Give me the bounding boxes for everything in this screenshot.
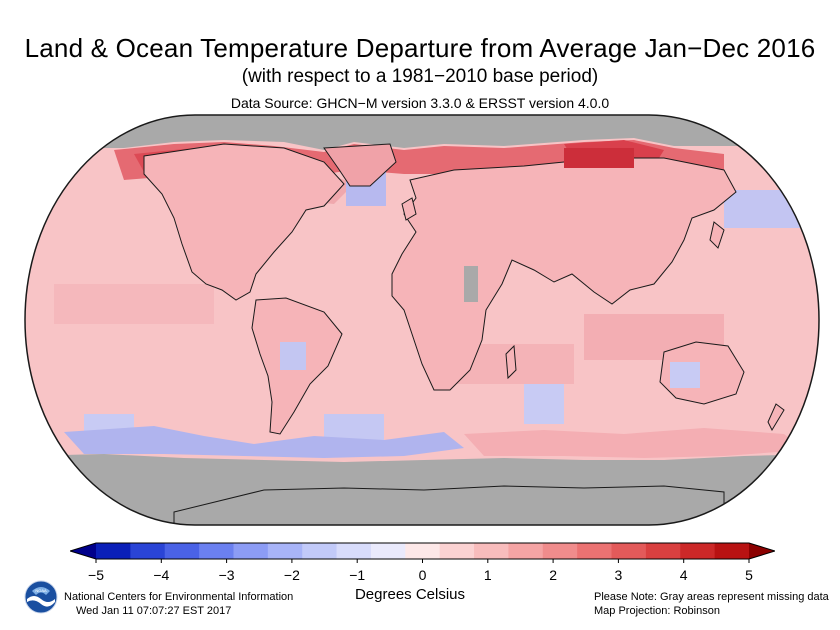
org-name: National Centers for Environmental Infor… [64, 591, 294, 603]
madagascar [505, 344, 517, 380]
great-britain [401, 197, 417, 221]
warm-band-southern-ocean [464, 428, 804, 458]
scale-cell [233, 543, 269, 559]
scale-tick-label: 0 [418, 567, 427, 583]
scale-cell [645, 543, 681, 559]
scale-tick-label: −2 [283, 567, 300, 583]
data-source-label: Data Source: GHCN−M version 3.3.0 & ERSS… [230, 95, 610, 111]
missing-data-central-africa [464, 266, 478, 302]
north-america [143, 143, 345, 301]
color-scale-ticks [95, 559, 750, 563]
africa-europe-asia [391, 157, 737, 391]
svg-text:NOAA: NOAA [35, 588, 47, 593]
noaa-logo-icon: NOAA [24, 580, 58, 614]
antarctica-coast [173, 485, 725, 525]
scale-tick-label: −4 [153, 567, 170, 583]
new-zealand [767, 403, 785, 432]
scale-cell [474, 543, 509, 559]
world-temperature-map [24, 114, 820, 526]
missing-data-arctic [25, 115, 819, 150]
cool-patch-south-indian [524, 384, 564, 424]
map-frame [24, 114, 820, 526]
cool-band-southern-ocean [64, 426, 464, 458]
units-label: Degrees Celsius [354, 586, 466, 603]
scale-cell [714, 543, 750, 559]
map-subtitle: (with respect to a 1981−2010 base period… [241, 66, 599, 87]
cool-patch-australia [670, 362, 700, 388]
missing-data-note: Please Note: Gray areas represent missin… [594, 591, 829, 603]
scale-tick-label: 5 [745, 567, 753, 583]
scale-cell [577, 543, 613, 559]
scale-tick-label: −1 [349, 567, 366, 583]
scale-cell [199, 543, 234, 559]
scale-cell [302, 543, 338, 559]
scale-cell [96, 543, 131, 559]
scale-cell [267, 543, 303, 559]
japan [709, 221, 725, 249]
australia [659, 341, 745, 405]
warm-patch-arctic-russia [564, 148, 634, 168]
scale-cell [439, 543, 475, 559]
color-scale-cells [70, 542, 775, 560]
greenland [323, 143, 397, 187]
scale-cell [130, 543, 166, 559]
scale-arrow-min [70, 543, 96, 559]
generated-date: Wed Jan 11 07:07:27 EST 2017 [76, 605, 232, 617]
scale-cell [542, 543, 578, 559]
scale-cell [611, 543, 647, 559]
scale-cell [508, 543, 544, 559]
scale-cell [336, 543, 372, 559]
scale-cell [405, 543, 441, 559]
warm-band-east-pacific [54, 284, 214, 324]
scale-cell [164, 543, 200, 559]
scale-tick-label: 3 [614, 567, 623, 583]
scale-arrow-max [749, 543, 775, 559]
map-title: Land & Ocean Temperature Departure from … [24, 33, 816, 63]
scale-tick-label: −3 [218, 567, 235, 583]
projection-label: Map Projection: Robinson [594, 605, 720, 617]
color-scale-bar [70, 542, 775, 563]
scale-cell [370, 543, 406, 559]
cool-patch-north-pacific [724, 190, 818, 228]
scale-tick-label: 1 [483, 567, 492, 583]
scale-tick-label: 2 [549, 567, 557, 583]
continent-outlines [143, 143, 785, 525]
scale-cell [680, 543, 716, 559]
scale-tick-label: 4 [679, 567, 688, 583]
scale-tick-label: −5 [88, 567, 104, 583]
cool-patch-south-america [280, 342, 306, 370]
